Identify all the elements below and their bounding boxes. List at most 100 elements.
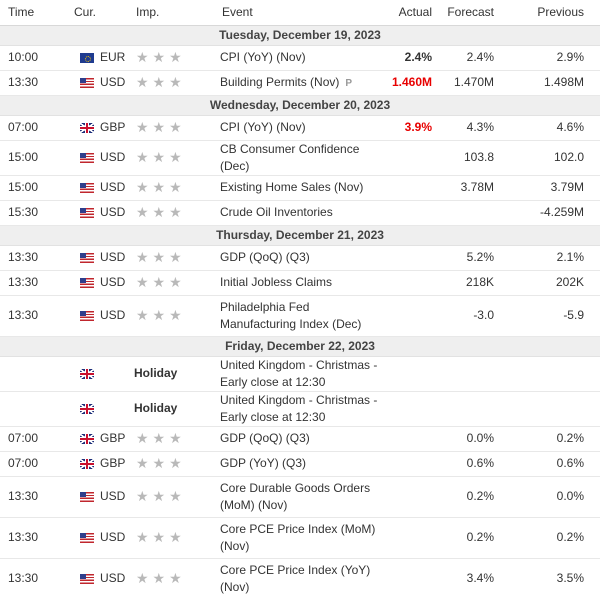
previous-value: 4.6% (510, 115, 600, 141)
currency-cell: USD (68, 295, 130, 337)
event-name-cell[interactable]: Core PCE Price Index (YoY) (Nov) (216, 558, 386, 596)
currency-cell (68, 391, 130, 427)
currency-cell: USD (68, 245, 130, 271)
event-name-cell[interactable]: United Kingdom - Christmas - Early close… (216, 391, 386, 427)
header-importance[interactable]: Imp. (130, 0, 216, 26)
event-time: 13:30 (0, 517, 68, 559)
event-name[interactable]: Core PCE Price Index (YoY) (Nov) (220, 562, 371, 594)
us-flag-icon (80, 310, 94, 321)
actual-value (386, 517, 440, 559)
date-row: Thursday, December 21, 2023 (0, 225, 600, 246)
event-name-cell[interactable]: Initial Jobless Claims (216, 270, 386, 296)
actual-value (386, 558, 440, 596)
header-time[interactable]: Time (0, 0, 68, 26)
event-time: 13:30 (0, 476, 68, 518)
event-time: 07:00 (0, 115, 68, 141)
star-icon: ★★★ (136, 569, 186, 586)
event-name[interactable]: Core PCE Price Index (MoM) (Nov) (220, 521, 376, 553)
event-row[interactable]: 13:30 USD ★★★ Initial Jobless Claims 218… (0, 270, 600, 296)
event-row[interactable]: 13:30 USD ★★★ Building Permits (Nov) P 1.… (0, 70, 600, 96)
forecast-value (440, 391, 510, 427)
previous-value (510, 356, 600, 392)
importance-cell: ★★★ (130, 70, 216, 96)
eu-flag-icon (80, 52, 94, 63)
star-icon: ★★★ (136, 203, 186, 220)
previous-value: 3.5% (510, 558, 600, 596)
header-actual[interactable]: Actual (386, 0, 440, 26)
event-row[interactable]: 13:30 USD ★★★ Core PCE Price Index (MoM)… (0, 517, 600, 559)
actual-value (386, 391, 440, 427)
us-flag-icon (80, 277, 94, 288)
event-time: 07:00 (0, 451, 68, 477)
event-name-cell[interactable]: CPI (YoY) (Nov) (216, 115, 386, 141)
event-row[interactable]: 13:30 USD ★★★ GDP (QoQ) (Q3) 5.2% 2.1% (0, 245, 600, 271)
event-row[interactable]: 13:30 USD ★★★ Core Durable Goods Orders … (0, 476, 600, 518)
event-name-cell[interactable]: Building Permits (Nov) P (216, 70, 386, 96)
event-name[interactable]: Crude Oil Inventories (220, 205, 333, 219)
event-name-cell[interactable]: Core Durable Goods Orders (MoM) (Nov) (216, 476, 386, 518)
event-name[interactable]: CPI (YoY) (Nov) (220, 50, 306, 64)
event-row[interactable]: 15:00 USD ★★★ CB Consumer Confidence (De… (0, 140, 600, 176)
currency-code: USD (100, 275, 126, 289)
event-name[interactable]: Existing Home Sales (Nov) (220, 180, 364, 194)
event-row[interactable]: 07:00 GBP ★★★ GDP (YoY) (Q3) 0.6% 0.6% (0, 451, 600, 477)
previous-value: 0.0% (510, 476, 600, 518)
event-name-cell[interactable]: GDP (QoQ) (Q3) (216, 426, 386, 452)
event-time: 13:30 (0, 558, 68, 596)
previous-value: 3.79M (510, 175, 600, 201)
event-name[interactable]: GDP (YoY) (Q3) (220, 456, 307, 470)
actual-value (386, 200, 440, 226)
header-event[interactable]: Event (216, 0, 386, 26)
event-name[interactable]: Core Durable Goods Orders (MoM) (Nov) (220, 480, 371, 512)
event-name[interactable]: United Kingdom - Christmas - Early close… (220, 357, 378, 389)
star-icon: ★★★ (136, 306, 186, 323)
event-row[interactable]: Holiday United Kingdom - Christmas - Ear… (0, 391, 600, 427)
event-name[interactable]: Initial Jobless Claims (220, 275, 333, 289)
star-icon: ★★★ (136, 429, 186, 446)
header-forecast[interactable]: Forecast (440, 0, 510, 26)
event-name-cell[interactable]: GDP (YoY) (Q3) (216, 451, 386, 477)
event-name-cell[interactable]: Philadelphia Fed Manufacturing Index (De… (216, 295, 386, 337)
star-icon: ★★★ (136, 273, 186, 290)
event-row[interactable]: 10:00 EUR ★★★ CPI (YoY) (Nov) 2.4% 2.4% … (0, 45, 600, 71)
currency-cell: USD (68, 140, 130, 176)
event-name[interactable]: GDP (QoQ) (Q3) (220, 431, 310, 445)
importance-cell: Holiday (130, 391, 216, 427)
event-row[interactable]: 07:00 GBP ★★★ CPI (YoY) (Nov) 3.9% 4.3% … (0, 115, 600, 141)
header-previous[interactable]: Previous (510, 0, 600, 26)
currency-cell: GBP (68, 451, 130, 477)
event-row[interactable]: 15:00 USD ★★★ Existing Home Sales (Nov) … (0, 175, 600, 201)
event-name-cell[interactable]: Core PCE Price Index (MoM) (Nov) (216, 517, 386, 559)
event-name[interactable]: CPI (YoY) (Nov) (220, 120, 306, 134)
event-name[interactable]: Philadelphia Fed Manufacturing Index (De… (220, 299, 362, 331)
event-time: 15:00 (0, 140, 68, 176)
event-row[interactable]: 07:00 GBP ★★★ GDP (QoQ) (Q3) 0.0% 0.2% (0, 426, 600, 452)
event-name[interactable]: CB Consumer Confidence (Dec) (220, 141, 360, 173)
event-name-cell[interactable]: GDP (QoQ) (Q3) (216, 245, 386, 271)
forecast-value: 3.78M (440, 175, 510, 201)
event-name[interactable]: GDP (QoQ) (Q3) (220, 250, 310, 264)
event-time: 13:30 (0, 270, 68, 296)
event-row[interactable]: Holiday United Kingdom - Christmas - Ear… (0, 356, 600, 392)
event-time: 15:30 (0, 200, 68, 226)
event-row[interactable]: 13:30 USD ★★★ Philadelphia Fed Manufactu… (0, 295, 600, 337)
forecast-value: 0.6% (440, 451, 510, 477)
us-flag-icon (80, 252, 94, 263)
forecast-value: 3.4% (440, 558, 510, 596)
star-icon: ★★★ (136, 248, 186, 265)
event-name-cell[interactable]: United Kingdom - Christmas - Early close… (216, 356, 386, 392)
event-name-cell[interactable]: Crude Oil Inventories (216, 200, 386, 226)
event-name-cell[interactable]: CB Consumer Confidence (Dec) (216, 140, 386, 176)
header-currency[interactable]: Cur. (68, 0, 130, 26)
event-row[interactable]: 15:30 USD ★★★ Crude Oil Inventories -4.2… (0, 200, 600, 226)
event-name-cell[interactable]: CPI (YoY) (Nov) (216, 45, 386, 71)
currency-code: GBP (100, 456, 126, 470)
currency-cell: USD (68, 70, 130, 96)
currency-cell: USD (68, 200, 130, 226)
event-name-cell[interactable]: Existing Home Sales (Nov) (216, 175, 386, 201)
event-row[interactable]: 13:30 USD ★★★ Core PCE Price Index (YoY)… (0, 558, 600, 596)
currency-code: USD (100, 205, 126, 219)
event-name[interactable]: United Kingdom - Christmas - Early close… (220, 392, 378, 424)
currency-cell: USD (68, 270, 130, 296)
event-name[interactable]: Building Permits (Nov) (220, 74, 340, 89)
